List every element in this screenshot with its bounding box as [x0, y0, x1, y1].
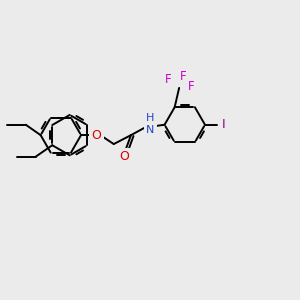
Text: F: F: [164, 73, 171, 86]
Text: O: O: [92, 129, 101, 142]
Text: O: O: [119, 150, 129, 163]
Text: F: F: [179, 70, 186, 83]
Text: I: I: [222, 118, 225, 131]
Text: H
N: H N: [146, 113, 154, 135]
Text: F: F: [188, 80, 194, 93]
